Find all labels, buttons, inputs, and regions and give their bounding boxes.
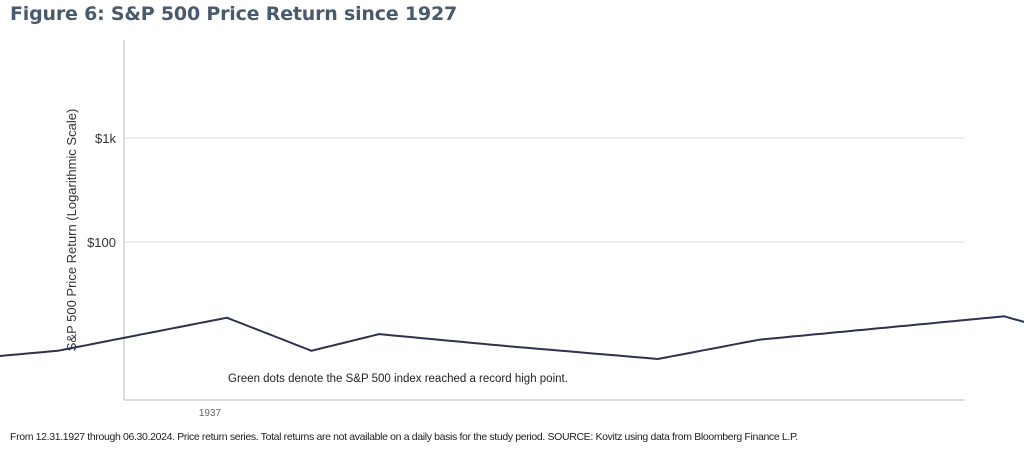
chart-title: Figure 6: S&P 500 Price Return since 192…	[10, 3, 457, 25]
y-ticks: $100 $1k	[87, 131, 116, 250]
chart: $100 $1k 19371947195719671977198719972007…	[0, 40, 1024, 419]
y-tick-label: $100	[87, 235, 116, 250]
x-tick-label: 1937	[199, 408, 222, 419]
x-ticks: 193719471957196719771987199720072017	[199, 408, 222, 419]
footnote: From 12.31.1927 through 06.30.2024. Pric…	[10, 431, 798, 443]
price-line	[0, 315, 1024, 360]
y-tick-label: $1k	[95, 131, 116, 146]
gridlines	[124, 137, 965, 243]
price-series	[0, 315, 1024, 360]
y-axis-label: S&P 500 Price Return (Logarithmic Scale)	[64, 109, 79, 352]
annotation: Green dots denote the S&P 500 index reac…	[228, 373, 568, 385]
